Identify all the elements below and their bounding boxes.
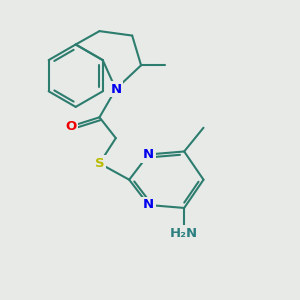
Text: N: N [143, 199, 154, 212]
Text: N: N [143, 148, 154, 161]
Text: H₂N: H₂N [170, 227, 198, 240]
Text: O: O [66, 120, 77, 133]
Text: S: S [95, 157, 104, 170]
Text: N: N [110, 82, 122, 96]
